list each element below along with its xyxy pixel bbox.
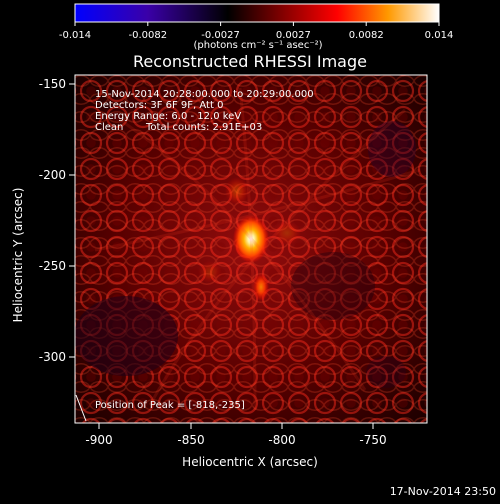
artifact-streak <box>148 108 406 406</box>
x-axis-label: Heliocentric X (arcsec) <box>182 455 318 469</box>
colorbar-tick-label: -0.014 <box>59 30 91 41</box>
rhessi-image-area <box>74 74 428 424</box>
plot-frame <box>74 74 428 424</box>
y-tick-label: -250 <box>39 259 66 273</box>
colorbar-tick-label: 0.0082 <box>349 30 384 41</box>
generation-timestamp: 17-Nov-2014 23:50 <box>390 485 496 498</box>
colorbar-tick-label: 0.014 <box>425 30 454 41</box>
colorbar-tick-label: -0.0027 <box>201 30 240 41</box>
corner-marker <box>75 394 87 422</box>
colorbar-tick-label: 0.0027 <box>276 30 311 41</box>
y-axis-label: Heliocentric Y (arcsec) <box>11 188 25 323</box>
x-tick-label: -900 <box>85 433 112 447</box>
axis-ticks <box>69 83 374 429</box>
x-tick-label: -800 <box>268 433 295 447</box>
method-label: Clean <box>95 122 123 133</box>
colorbar-ticks <box>74 22 440 26</box>
colorbar-tick-label: -0.0082 <box>128 30 167 41</box>
colorbar: -0.014 -0.0082 -0.0027 0.0027 0.0082 0.0… <box>59 3 454 51</box>
hard-xray-peak <box>233 215 269 263</box>
artifact-streaks <box>94 87 421 411</box>
y-tick-label: -300 <box>39 350 66 364</box>
y-tick-label: -150 <box>39 77 66 91</box>
faint-source <box>273 221 301 245</box>
image-annotation: 15-Nov-2014 20:28:00.000 to 20:29:00.000… <box>75 89 314 422</box>
artifact-streak <box>119 118 367 391</box>
secondary-source <box>253 273 269 301</box>
dark-region <box>368 121 416 177</box>
dark-region <box>75 296 178 376</box>
y-tick-label: -200 <box>39 168 66 182</box>
x-tick-label: -750 <box>359 433 386 447</box>
observation-time: 15-Nov-2014 20:28:00.000 to 20:29:00.000 <box>95 89 314 100</box>
faint-source <box>225 177 249 205</box>
peak-position: Position of Peak = [-818,-235] <box>95 400 245 411</box>
x-tick-label: -850 <box>177 433 204 447</box>
total-counts: Total counts: 2.91E+03 <box>145 122 262 133</box>
detectors-info: Detectors: 3F 6F 9F, Att 0 <box>95 100 223 111</box>
dark-region <box>291 252 375 320</box>
artifact-streak <box>94 168 421 252</box>
colorbar-gradient <box>74 3 440 23</box>
plot-title: Reconstructed RHESSI Image <box>133 52 367 71</box>
colorbar-units: (photons cm⁻² s⁻¹ asec⁻²) <box>193 40 322 51</box>
energy-range: Energy Range: 6.0 - 12.0 keV <box>95 111 241 122</box>
faint-source <box>198 261 222 283</box>
artifact-streak <box>238 87 257 411</box>
dark-region <box>366 356 406 388</box>
